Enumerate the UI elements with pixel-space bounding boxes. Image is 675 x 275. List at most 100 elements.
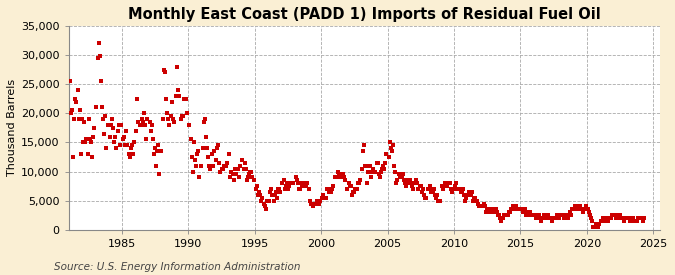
Point <box>506 207 517 211</box>
Point <box>335 175 346 180</box>
Point <box>425 190 436 194</box>
Point <box>290 175 301 180</box>
Point <box>102 123 113 127</box>
Point <box>155 149 166 153</box>
Point <box>311 199 322 203</box>
Point <box>232 166 242 171</box>
Point <box>224 152 235 156</box>
Point <box>602 219 613 223</box>
Point <box>216 166 227 171</box>
Point <box>564 213 574 218</box>
Point <box>500 213 510 218</box>
Point <box>461 196 472 200</box>
Point <box>589 225 600 229</box>
Point <box>254 190 265 194</box>
Point <box>553 216 564 220</box>
Point <box>531 216 541 220</box>
Point <box>554 216 564 220</box>
Point <box>366 175 377 180</box>
Point <box>134 123 145 127</box>
Point <box>614 213 625 218</box>
Point <box>485 207 496 211</box>
Point <box>153 143 164 147</box>
Point <box>77 117 88 121</box>
Point <box>603 216 614 220</box>
Point <box>622 216 633 220</box>
Point <box>333 172 344 177</box>
Point <box>64 79 75 83</box>
Point <box>98 117 109 121</box>
Point <box>173 88 184 92</box>
Point <box>346 184 356 188</box>
Point <box>371 161 382 165</box>
Point <box>510 207 520 211</box>
Point <box>358 149 369 153</box>
Point <box>516 207 526 211</box>
Point <box>225 175 236 180</box>
Point <box>433 199 443 203</box>
Point <box>590 222 601 226</box>
Point <box>544 216 555 220</box>
Point <box>69 117 80 121</box>
Point <box>567 207 578 211</box>
Point <box>452 187 462 191</box>
Point <box>344 181 354 185</box>
Point <box>375 169 386 174</box>
Point <box>367 169 377 174</box>
Point <box>444 181 455 185</box>
Point <box>601 216 612 220</box>
Point <box>319 196 330 200</box>
Point <box>436 184 447 188</box>
Point <box>165 114 176 118</box>
Point <box>560 216 571 220</box>
Point <box>512 207 522 211</box>
Point <box>321 187 332 191</box>
Point <box>378 164 389 168</box>
Point <box>565 210 576 214</box>
Point <box>70 97 81 101</box>
Point <box>572 207 583 211</box>
Point <box>406 181 416 185</box>
Point <box>247 175 258 180</box>
Point <box>391 181 402 185</box>
Point <box>619 219 630 223</box>
Point <box>279 187 290 191</box>
Point <box>439 184 450 188</box>
Point <box>632 216 643 220</box>
Point <box>230 172 241 177</box>
Point <box>454 187 465 191</box>
Point <box>398 172 408 177</box>
Point <box>432 192 443 197</box>
Point <box>188 140 199 145</box>
Point <box>598 216 609 220</box>
Point <box>533 216 543 220</box>
Point <box>133 120 144 124</box>
Point <box>347 192 358 197</box>
Point <box>616 216 626 220</box>
Point <box>211 158 221 162</box>
Point <box>99 131 109 136</box>
Point <box>107 126 118 130</box>
Point <box>529 213 540 218</box>
Point <box>91 105 102 110</box>
Point <box>296 181 306 185</box>
Point <box>181 97 192 101</box>
Point <box>412 181 423 185</box>
Point <box>526 213 537 218</box>
Point <box>284 184 294 188</box>
Point <box>184 123 195 127</box>
Title: Monthly East Coast (PADD 1) Imports of Residual Fuel Oil: Monthly East Coast (PADD 1) Imports of R… <box>128 7 601 22</box>
Point <box>443 181 454 185</box>
Point <box>157 117 168 121</box>
Point <box>226 169 237 174</box>
Point <box>408 187 418 191</box>
Point <box>627 219 638 223</box>
Point <box>234 175 244 180</box>
Point <box>132 97 143 101</box>
Point <box>124 155 135 159</box>
Point <box>235 164 246 168</box>
Point <box>513 207 524 211</box>
Point <box>277 181 288 185</box>
Point <box>128 152 138 156</box>
Point <box>439 181 450 185</box>
